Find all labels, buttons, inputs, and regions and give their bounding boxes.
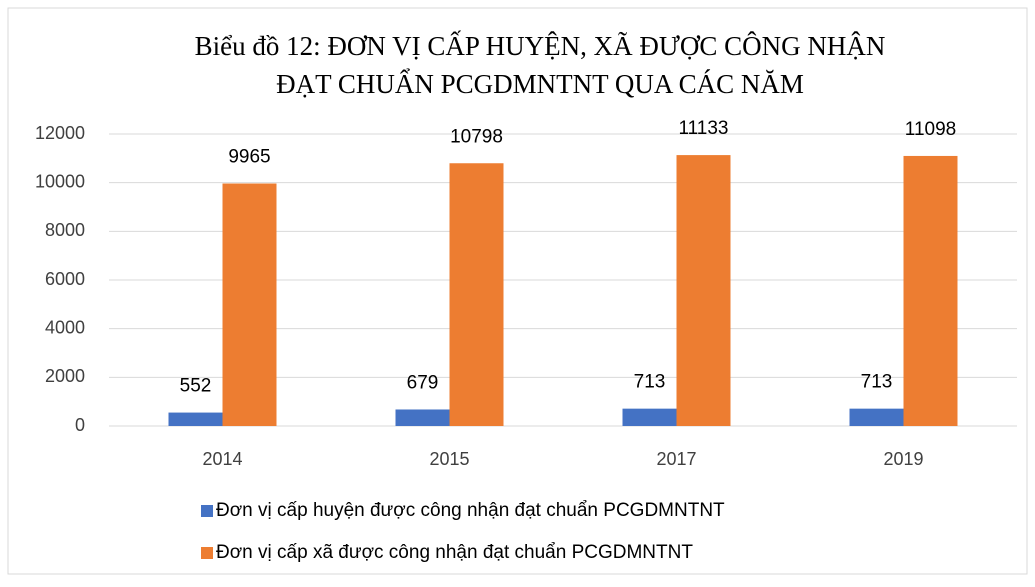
bar: [449, 163, 504, 427]
y-tick-label: 6000: [45, 269, 85, 289]
y-tick-label: 4000: [45, 317, 85, 337]
data-label: 552: [180, 376, 212, 397]
bar: [168, 412, 223, 426]
y-tick-label: 10000: [35, 171, 85, 191]
bar: [903, 155, 958, 426]
bar: [222, 183, 277, 426]
x-tick-label: 2017: [656, 449, 696, 469]
legend-label: Đơn vị cấp huyện được công nhận đạt chuẩ…: [216, 500, 725, 521]
y-tick-label: 0: [75, 415, 85, 435]
legend-swatch: [201, 547, 213, 559]
bar: [849, 408, 904, 426]
y-tick-label: 2000: [45, 366, 85, 386]
y-tick-label: 8000: [45, 220, 85, 240]
data-label: 713: [634, 372, 666, 393]
data-label: 11133: [678, 118, 728, 139]
data-label: 9965: [228, 147, 270, 168]
y-tick-label: 12000: [35, 123, 85, 143]
data-label: 713: [861, 372, 893, 393]
x-tick-label: 2014: [202, 449, 242, 469]
chart-border: [7, 7, 1028, 575]
legend-label: Đơn vị cấp xã được công nhận đạt chuẩn P…: [216, 542, 693, 563]
bar: [395, 409, 450, 426]
legend-swatch: [201, 505, 213, 517]
bar: [676, 155, 731, 427]
x-tick-label: 2015: [429, 449, 469, 469]
data-label: 11098: [905, 119, 956, 140]
bar: [622, 408, 677, 426]
chart-title: ĐẠT CHUẨN PCGDMNTNT QUA CÁC NĂM: [276, 68, 804, 99]
chart-title: Biểu đồ 12: ĐƠN VỊ CẤP HUYỆN, XÃ ĐƯỢC CÔ…: [195, 30, 886, 61]
data-label: 679: [407, 372, 439, 393]
data-label: 10798: [450, 126, 503, 147]
x-tick-label: 2019: [883, 449, 923, 469]
